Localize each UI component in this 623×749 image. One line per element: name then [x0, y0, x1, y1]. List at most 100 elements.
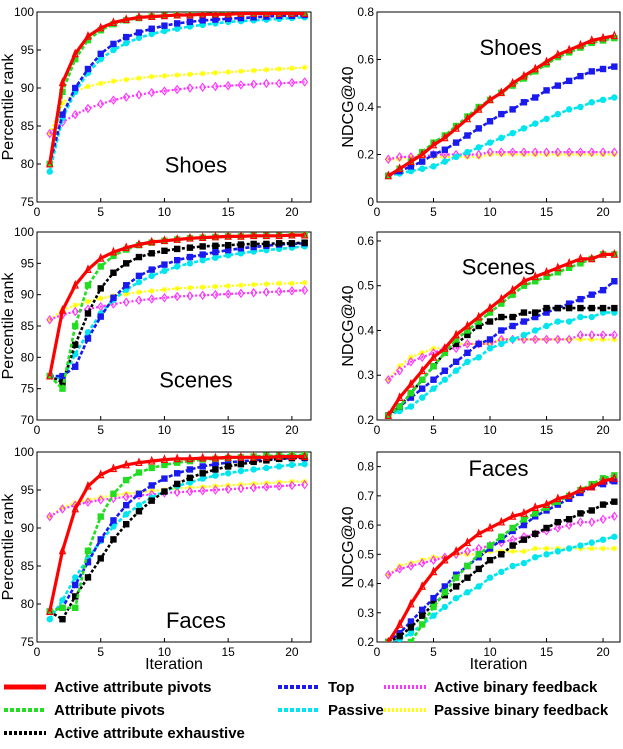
series-line-aap [48, 233, 305, 377]
data-point-pbf [187, 284, 193, 291]
data-point-pas [135, 502, 143, 509]
data-point-abf [588, 517, 596, 527]
series-line-abf [388, 151, 615, 161]
data-point-aap [610, 249, 619, 258]
data-point-aap [520, 275, 528, 285]
data-point-aap [84, 30, 92, 40]
data-point-aae [237, 241, 245, 248]
data-point-aap [531, 271, 539, 281]
data-point-pas [577, 103, 584, 111]
data-point-aae [161, 247, 168, 254]
series-line-aap [387, 34, 615, 178]
data-point-abf [250, 79, 258, 89]
data-point-pbf [566, 336, 572, 343]
data-point-aap [599, 475, 607, 485]
data-point-abf [237, 80, 245, 90]
data-point-pas [452, 367, 460, 374]
data-point-aap [407, 378, 415, 388]
data-point-top [498, 110, 505, 118]
y-tick-label: 100 [14, 225, 34, 239]
data-point-aap [599, 249, 607, 258]
data-point-abf [396, 366, 404, 376]
data-point-aae [611, 304, 618, 312]
data-point-aae [186, 474, 194, 482]
data-point-abf [97, 495, 105, 505]
data-point-abf [452, 343, 460, 354]
data-point-ap [565, 264, 573, 272]
legend-swatch-ap [4, 708, 46, 712]
data-point-pas [509, 562, 516, 570]
data-point-pas [464, 358, 471, 366]
data-point-pbf [487, 151, 493, 158]
data-point-pas [486, 139, 494, 146]
data-point-aae [599, 501, 607, 508]
data-point-aap [520, 70, 528, 80]
data-point-aap [249, 232, 258, 240]
data-point-pbf [498, 336, 505, 343]
data-point-pas [97, 55, 104, 63]
data-point-pbf [174, 72, 180, 78]
data-point-pas [599, 96, 607, 104]
data-point-aap [463, 537, 472, 547]
data-point-aap [475, 104, 483, 113]
data-point-pas [565, 106, 573, 113]
x-tick-label: 5 [430, 205, 437, 219]
data-point-pas [532, 554, 539, 561]
y-tick-label: 0.4 [357, 100, 374, 114]
data-point-pbf [212, 70, 219, 76]
data-point-top [173, 470, 181, 477]
legend-item-ap: Attribute pivots [2, 699, 165, 721]
y-tick-label: 0.6 [357, 234, 374, 248]
data-point-abf [599, 330, 607, 340]
data-point-aap [441, 343, 449, 352]
data-point-abf [520, 334, 528, 345]
data-point-abf [599, 147, 607, 157]
data-point-aae [212, 466, 219, 473]
data-point-pbf [123, 291, 130, 297]
data-point-aap [576, 253, 585, 263]
x-tick-label: 0 [34, 645, 41, 659]
x-tick-label: 5 [430, 423, 437, 437]
data-point-top [148, 482, 155, 489]
data-point-ap [110, 490, 117, 497]
data-point-aae [486, 556, 494, 564]
series-group [384, 30, 619, 180]
data-point-aae [199, 243, 206, 250]
data-point-aae [224, 463, 232, 470]
data-point-abf [71, 306, 79, 317]
data-point-top [509, 106, 516, 113]
data-point-abf [84, 497, 92, 507]
y-tick-label: 0.8 [357, 460, 374, 474]
data-point-pbf [509, 548, 516, 555]
y-tick-label: 0 [367, 195, 374, 209]
data-point-pas [475, 354, 482, 361]
data-point-abf [384, 570, 392, 580]
data-point-aap [186, 12, 194, 19]
y-tick-label: 90 [21, 288, 35, 302]
data-point-aap [463, 320, 472, 330]
data-point-aap [497, 516, 506, 526]
data-point-aap [565, 490, 573, 500]
data-point-aae [237, 460, 245, 468]
data-point-pbf [97, 80, 104, 87]
data-point-pas [250, 466, 257, 473]
data-point-abf [160, 293, 168, 303]
data-point-aae [135, 253, 143, 261]
data-point-abf [186, 291, 194, 301]
data-point-ap [59, 385, 66, 392]
data-point-aap [542, 56, 551, 66]
data-point-aap [186, 232, 194, 242]
data-point-aap [508, 510, 517, 520]
data-point-top [173, 256, 181, 264]
data-point-top [577, 72, 584, 80]
data-point-pas [72, 574, 79, 581]
data-point-pas [224, 470, 232, 477]
data-point-abf [122, 92, 130, 102]
data-point-top [97, 50, 104, 57]
data-point-pbf [238, 68, 244, 75]
data-point-pbf [199, 284, 206, 290]
data-point-aap [135, 239, 143, 248]
data-point-pas [441, 376, 449, 383]
data-point-aae [509, 542, 516, 549]
data-point-abf [173, 291, 181, 302]
